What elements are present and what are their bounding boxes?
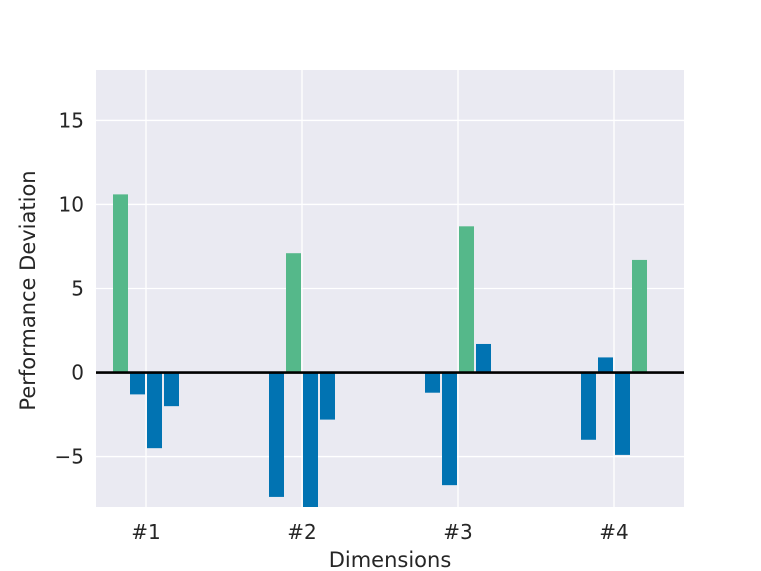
x-tick-labels: #1 #2 #3 #4 <box>131 520 628 544</box>
y-tick-label: 10 <box>59 192 84 216</box>
bar <box>130 372 145 395</box>
bar <box>269 372 284 497</box>
x-tick-label: #4 <box>599 520 628 544</box>
y-axis-label: Performance Deviation <box>16 170 40 410</box>
bar <box>164 372 179 407</box>
bar <box>147 372 162 449</box>
x-tick-label: #1 <box>131 520 160 544</box>
bar <box>113 194 128 373</box>
bar <box>303 372 318 507</box>
bar <box>320 372 335 420</box>
bar <box>425 372 440 393</box>
y-tick-label: −5 <box>55 445 84 469</box>
x-axis-label: Dimensions <box>329 548 452 571</box>
bar <box>632 259 647 373</box>
bar <box>615 372 630 455</box>
y-tick-label: 0 <box>71 361 84 385</box>
y-tick-label: 5 <box>71 277 84 301</box>
y-tick-labels: −5 0 5 10 15 <box>55 108 84 468</box>
y-tick-label: 15 <box>59 108 84 132</box>
bar <box>286 253 301 373</box>
bar <box>581 372 596 440</box>
bar <box>598 357 613 373</box>
x-tick-label: #2 <box>287 520 316 544</box>
x-tick-label: #3 <box>443 520 472 544</box>
bar <box>459 226 474 373</box>
bar <box>476 343 491 373</box>
bars <box>113 194 647 507</box>
bar <box>442 372 457 486</box>
